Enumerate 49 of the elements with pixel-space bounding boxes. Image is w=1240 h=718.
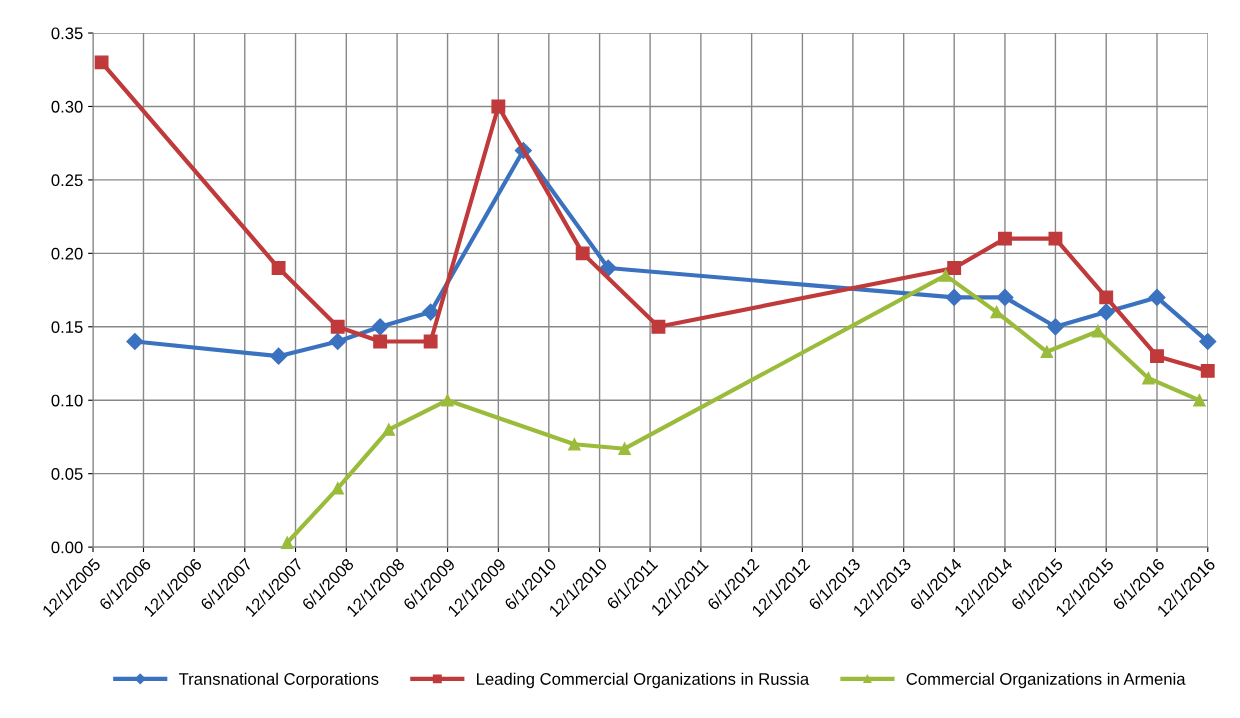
- point: [422, 303, 440, 321]
- point: [94, 55, 109, 70]
- point: [271, 261, 286, 275]
- point: [575, 246, 590, 261]
- point: [568, 438, 581, 451]
- y-tick-label: 0.05: [51, 468, 83, 480]
- point: [423, 334, 438, 349]
- point: [331, 482, 344, 495]
- point: [270, 347, 288, 365]
- point: [329, 332, 347, 351]
- legend-label: Leading Commercial Organizations in Russia: [477, 672, 810, 689]
- point: [1142, 371, 1155, 385]
- point: [998, 231, 1012, 246]
- point: [373, 334, 388, 349]
- y-tick-label: 0.00: [51, 541, 83, 554]
- point: [1048, 231, 1063, 246]
- y-tick-label: 0.25: [51, 174, 83, 187]
- point: [1046, 318, 1064, 336]
- point: [330, 319, 345, 334]
- point: [126, 332, 144, 351]
- point: [371, 318, 389, 336]
- point: [1200, 363, 1215, 378]
- point: [651, 319, 666, 334]
- point: [280, 536, 294, 549]
- point: [1040, 345, 1054, 359]
- y-tick-label: 0.15: [51, 321, 83, 333]
- y-tick-label: 0.20: [51, 247, 83, 260]
- legend-label: Transnational Corporations: [178, 672, 379, 689]
- point: [990, 305, 1003, 319]
- point: [1091, 324, 1105, 338]
- y-tick-label: 0.10: [51, 394, 83, 407]
- point: [1148, 288, 1166, 306]
- point: [1193, 393, 1206, 407]
- point: [1150, 349, 1164, 364]
- point: [599, 259, 617, 277]
- legend-label: Commercial Organizations in Armenia: [906, 672, 1186, 689]
- point: [382, 423, 396, 436]
- point: [996, 288, 1014, 306]
- y-tick-label: 0.30: [51, 100, 83, 113]
- point: [1097, 303, 1115, 321]
- point: [618, 442, 631, 455]
- point: [491, 99, 506, 114]
- point: [1199, 332, 1217, 351]
- point: [947, 261, 962, 275]
- point: [945, 288, 963, 306]
- point: [1099, 290, 1114, 305]
- point: [441, 393, 454, 407]
- point: [939, 269, 952, 282]
- y-tick-label: 0.35: [51, 27, 83, 40]
